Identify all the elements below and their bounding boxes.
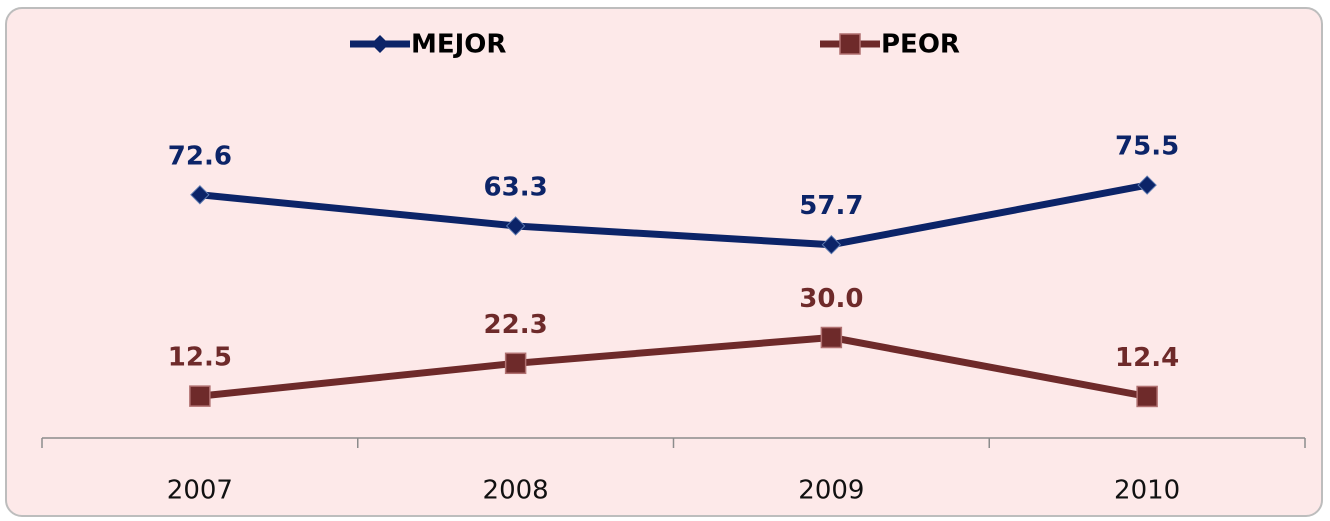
x-tick-label: 2008 <box>483 476 549 506</box>
marker <box>190 185 210 205</box>
x-tick-label: 2010 <box>1114 476 1180 506</box>
marker <box>189 385 211 407</box>
marker <box>504 352 527 375</box>
data-label: 30.0 <box>799 284 863 314</box>
marker <box>1137 175 1157 195</box>
series-line <box>199 181 1148 249</box>
legend-label: PEOR <box>881 30 960 60</box>
marker <box>1136 385 1158 408</box>
series-line <box>199 334 1148 400</box>
marker <box>820 326 843 349</box>
legend-marker <box>839 33 861 55</box>
chart-background <box>5 7 1323 517</box>
data-label: 63.3 <box>484 172 548 202</box>
legend-marker <box>371 35 389 53</box>
marker <box>821 234 842 255</box>
data-label: 22.3 <box>484 310 548 340</box>
data-label: 72.6 <box>168 141 232 171</box>
data-label: 75.5 <box>1115 132 1179 162</box>
data-label: 57.7 <box>799 191 863 221</box>
x-tick-label: 2007 <box>167 476 233 506</box>
x-tick-label: 2009 <box>798 476 864 506</box>
data-label: 12.4 <box>1115 343 1179 373</box>
legend-label: MEJOR <box>411 30 506 60</box>
data-label: 12.5 <box>168 343 232 373</box>
marker <box>505 216 526 236</box>
